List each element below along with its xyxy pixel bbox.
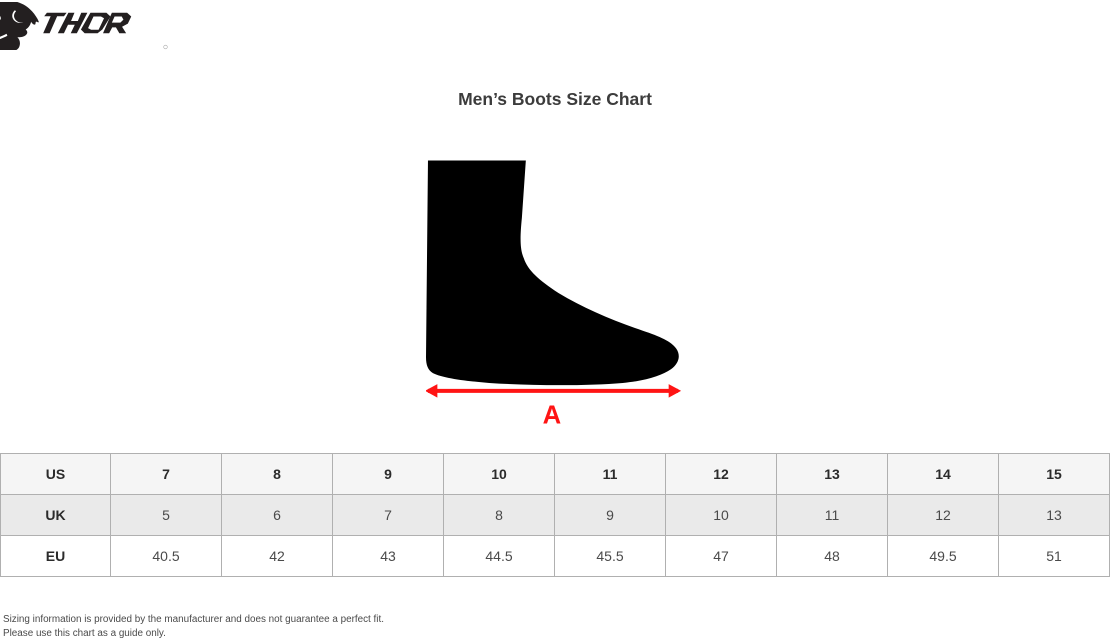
svg-text:A: A: [543, 401, 562, 429]
